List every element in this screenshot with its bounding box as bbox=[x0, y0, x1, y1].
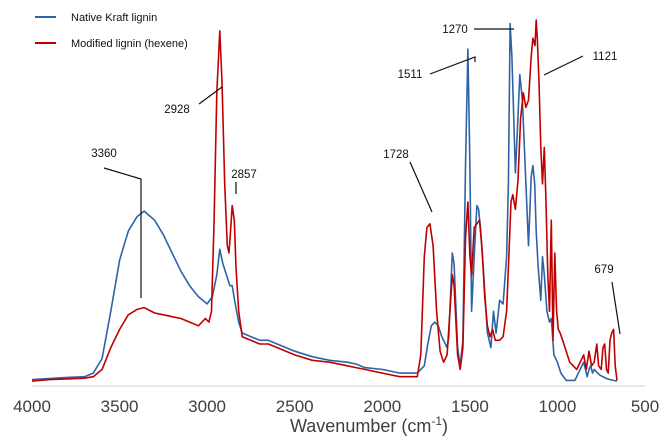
legend-entry-modified-lignin: Modified lignin (hexene) bbox=[35, 38, 188, 50]
series-line-1 bbox=[31, 19, 618, 382]
x-tick-label: 1500 bbox=[451, 397, 489, 416]
annotation-label-1511: 1511 bbox=[398, 69, 423, 81]
x-tick-label: 2000 bbox=[363, 397, 401, 416]
peak-annotations: 3360 2928 2857 1728 1511 1270 1121 679 bbox=[91, 24, 621, 335]
legend: Native Kraft lignin Modified lignin (hex… bbox=[35, 12, 188, 50]
series-layer bbox=[31, 19, 618, 382]
annotation-label-1270: 1270 bbox=[442, 24, 468, 36]
annotation-leader-679 bbox=[611, 281, 621, 335]
x-tick-label: 1000 bbox=[538, 397, 576, 416]
x-axis-title-main: Wavenumber (cm bbox=[290, 416, 431, 436]
legend-label-native: Native Kraft lignin bbox=[71, 12, 157, 24]
x-tick-label: 2500 bbox=[276, 397, 314, 416]
annotation-label-2857: 2857 bbox=[231, 169, 257, 181]
annotation-leader-1121 bbox=[543, 55, 584, 76]
annotation-leader-1728 bbox=[409, 161, 433, 213]
x-tick-label: 3500 bbox=[101, 397, 139, 416]
x-axis-title: Wavenumber (cm-1) bbox=[290, 414, 448, 436]
x-tick-label: 500 bbox=[631, 397, 659, 416]
annotation-label-2928: 2928 bbox=[164, 104, 190, 116]
x-axis-title-sup: -1 bbox=[431, 414, 442, 428]
annotation-label-1728: 1728 bbox=[383, 149, 409, 161]
x-tick-label: 3000 bbox=[188, 397, 226, 416]
annotation-label-679: 679 bbox=[594, 264, 613, 276]
legend-label-modified: Modified lignin (hexene) bbox=[71, 38, 188, 50]
annotation-leader-1511 bbox=[429, 56, 476, 75]
annotation-label-1121: 1121 bbox=[593, 51, 618, 63]
x-tick-label: 4000 bbox=[13, 397, 51, 416]
x-axis-title-close: ) bbox=[442, 416, 448, 436]
annotation-leader-3360 bbox=[103, 167, 142, 298]
annotation-label-3360: 3360 bbox=[91, 148, 117, 160]
x-tick-labels: 4000 3500 3000 2500 2000 1500 1000 500 bbox=[13, 397, 659, 416]
annotation-leader-2928 bbox=[198, 86, 223, 105]
legend-entry-native-kraft-lignin: Native Kraft lignin bbox=[35, 12, 157, 24]
